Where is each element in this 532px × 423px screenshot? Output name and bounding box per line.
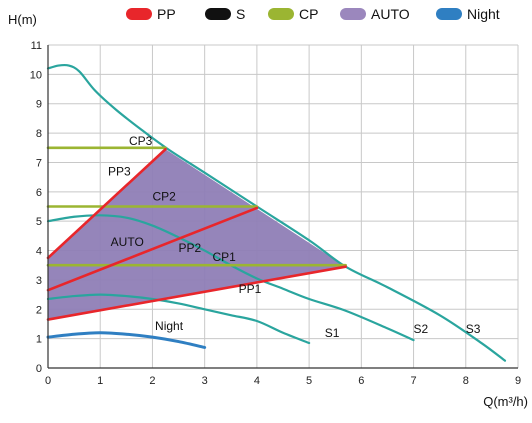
annotation-s1: S1 bbox=[325, 326, 340, 340]
x-axis-label: Q(m³/h) bbox=[483, 394, 528, 409]
legend-swatch-s bbox=[205, 8, 231, 20]
legend-swatch-auto bbox=[340, 8, 366, 20]
y-tick-label: 10 bbox=[30, 69, 42, 81]
x-tick-label: 2 bbox=[149, 375, 155, 387]
x-tick-label: 6 bbox=[358, 375, 364, 387]
y-tick-label: 4 bbox=[36, 246, 42, 258]
auto-region bbox=[48, 149, 346, 320]
legend-label-auto: AUTO bbox=[371, 6, 410, 22]
annotations: CP3 PP3 CP2 AUTO PP2 CP1 PP1 Night S1 S2 S3 bbox=[108, 134, 481, 340]
legend-swatch-pp bbox=[126, 8, 152, 20]
series-night-line bbox=[46, 331, 207, 349]
axes: H(m) Q(m³/h) 0 1 2 3 4 5 6 7 8 9 0 1 2 3 4 5 6 7 8 9 10 11 bbox=[8, 12, 528, 409]
legend-label-s: S bbox=[236, 6, 245, 22]
x-tick-label: 9 bbox=[515, 375, 521, 387]
legend: PP S CP AUTO Night bbox=[126, 6, 500, 22]
annotation-pp2: PP2 bbox=[179, 241, 202, 255]
series-s2-line bbox=[46, 214, 415, 342]
annotation-cp2: CP2 bbox=[152, 190, 176, 204]
series-pp3-line bbox=[46, 147, 167, 260]
x-tick-label: 5 bbox=[306, 375, 312, 387]
annotation-auto: AUTO bbox=[111, 235, 144, 249]
y-tick-label: 0 bbox=[36, 363, 42, 375]
series-pp2-line bbox=[46, 206, 259, 292]
x-tick-label: 4 bbox=[254, 375, 260, 387]
annotation-pp1: PP1 bbox=[239, 282, 262, 296]
y-tick-label: 3 bbox=[36, 275, 42, 287]
y-tick-label: 7 bbox=[36, 157, 42, 169]
annotation-cp1: CP1 bbox=[213, 250, 237, 264]
legend-label-night: Night bbox=[467, 6, 500, 22]
y-tick-label: 6 bbox=[36, 187, 42, 199]
x-tick-label: 8 bbox=[463, 375, 469, 387]
legend-label-pp: PP bbox=[157, 6, 176, 22]
y-tick-label: 2 bbox=[36, 304, 42, 316]
x-tick-label: 3 bbox=[202, 375, 208, 387]
annotation-s2: S2 bbox=[414, 322, 429, 336]
annotation-s3: S3 bbox=[466, 322, 481, 336]
legend-label-cp: CP bbox=[299, 6, 318, 22]
series-s3-line bbox=[46, 63, 507, 362]
series-pp1-line bbox=[46, 265, 347, 321]
y-tick-label: 8 bbox=[36, 128, 42, 140]
annotation-pp3: PP3 bbox=[108, 165, 131, 179]
annotation-cp3: CP3 bbox=[129, 134, 153, 148]
y-tick-label: 1 bbox=[36, 334, 42, 346]
x-tick-label: 1 bbox=[97, 375, 103, 387]
x-tick-label: 0 bbox=[45, 375, 51, 387]
y-tick-label: 5 bbox=[36, 216, 42, 228]
y-axis-label: H(m) bbox=[8, 12, 37, 27]
plot-area bbox=[46, 63, 507, 362]
y-tick-label: 11 bbox=[31, 40, 42, 52]
annotation-night: Night bbox=[155, 319, 184, 333]
x-tick-label: 7 bbox=[410, 375, 416, 387]
y-tick-label: 9 bbox=[36, 99, 42, 111]
legend-swatch-cp bbox=[268, 8, 294, 20]
legend-swatch-night bbox=[436, 8, 462, 20]
series-s1-line bbox=[46, 293, 311, 345]
